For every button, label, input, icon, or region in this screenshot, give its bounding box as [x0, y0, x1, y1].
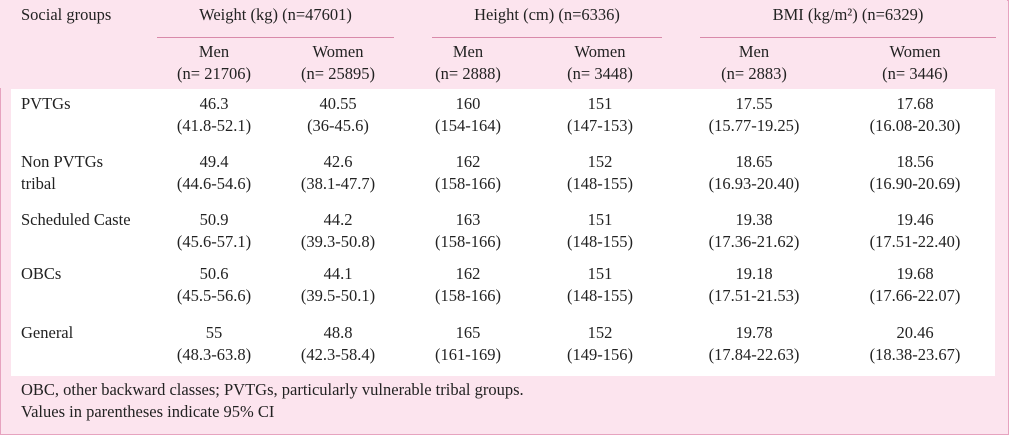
table-header: [0, 0, 1007, 88]
cell-height-men: 165 (161-169): [435, 323, 501, 364]
cell-weight-women: 40.55 (36-45.6): [307, 94, 369, 135]
cell-height-men: 162 (158-166): [435, 152, 501, 193]
cell-weight-men: 50.9 (45.6-57.1): [176, 210, 252, 251]
cell-height-women: 151 (148-155): [567, 210, 633, 251]
header-rule-height: [432, 37, 662, 38]
cell-height-men: 160 (154-164): [435, 94, 501, 135]
header-bmi: BMI (kg/m²) (n=6329): [772, 5, 924, 24]
footnote-ci: Values in parentheses indicate 95% CI: [21, 402, 275, 421]
cell-bmi-men: 19.78 (17.84-22.63): [708, 323, 800, 364]
subheader-weight-women: Women (n= 25895): [301, 42, 375, 83]
cell-weight-women: 48.8 (42.3-58.4): [300, 323, 376, 364]
cell-bmi-men: 19.38 (17.36-21.62): [708, 210, 800, 251]
subheader-height-men: Men (n= 2888): [435, 42, 501, 83]
cell-weight-men: 55 (48.3-63.8): [176, 323, 252, 364]
cell-height-men: 162 (158-166): [435, 264, 501, 305]
cell-weight-men: 50.6 (45.5-56.6): [176, 264, 252, 305]
row-label: OBCs: [21, 264, 62, 283]
cell-bmi-women: 18.56 (16.90-20.69): [869, 152, 961, 193]
cell-height-women: 151 (147-153): [567, 94, 633, 135]
header-rule-bmi: [700, 37, 996, 38]
subheader-height-women: Women (n= 3448): [567, 42, 633, 83]
header-weight: Weight (kg) (n=47601): [199, 5, 352, 24]
subheader-bmi-women: Women (n= 3446): [882, 42, 948, 83]
cell-bmi-women: 19.46 (17.51-22.40): [869, 210, 961, 251]
row-label: General: [21, 323, 74, 342]
cell-height-women: 152 (149-156): [567, 323, 633, 364]
header-height: Height (cm) (n=6336): [474, 5, 620, 24]
cell-height-men: 163 (158-166): [435, 210, 501, 251]
header-rule-weight: [157, 37, 394, 38]
cell-bmi-men: 17.55 (15.77-19.25): [708, 94, 800, 135]
row-label: PVTGs: [21, 94, 71, 113]
cell-weight-women: 44.2 (39.3-50.8): [300, 210, 376, 251]
cell-bmi-women: 20.46 (18.38-23.67): [869, 323, 961, 364]
cell-height-women: 151 (148-155): [567, 264, 633, 305]
cell-bmi-men: 19.18 (17.51-21.53): [708, 264, 800, 305]
cell-weight-men: 46.3 (41.8-52.1): [176, 94, 252, 135]
row-label: Non PVTGs tribal: [21, 152, 104, 193]
cell-weight-women: 42.6 (38.1-47.7): [300, 152, 376, 193]
footnote-abbreviations: OBC, other backward classes; PVTGs, part…: [21, 380, 524, 399]
cell-bmi-women: 17.68 (16.08-20.30): [869, 94, 961, 135]
cell-height-women: 152 (148-155): [567, 152, 633, 193]
row-label: Scheduled Caste: [21, 210, 131, 229]
subheader-weight-men: Men (n= 21706): [177, 42, 251, 83]
cell-bmi-women: 19.68 (17.66-22.07): [869, 264, 961, 305]
subheader-bmi-men: Men (n= 2883): [721, 42, 787, 83]
cell-bmi-men: 18.65 (16.93-20.40): [708, 152, 800, 193]
table-body: [11, 89, 995, 376]
header-social-groups: Social groups: [21, 5, 112, 24]
cell-weight-men: 49.4 (44.6-54.6): [176, 152, 252, 193]
cell-weight-women: 44.1 (39.5-50.1): [300, 264, 376, 305]
